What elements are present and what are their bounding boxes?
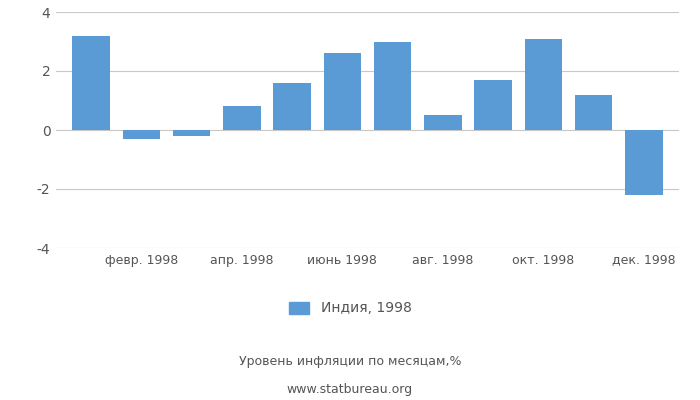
Bar [173, 130, 211, 136]
Bar [273, 83, 311, 130]
Bar [72, 36, 110, 130]
Bar [323, 53, 361, 130]
Bar [374, 42, 412, 130]
Bar [524, 38, 562, 130]
Bar [475, 80, 512, 130]
Bar [424, 115, 462, 130]
Bar [575, 95, 612, 130]
Legend: Индия, 1998: Индия, 1998 [283, 296, 417, 321]
Bar [223, 106, 260, 130]
Bar [625, 130, 663, 195]
Text: Уровень инфляции по месяцам,%: Уровень инфляции по месяцам,% [239, 355, 461, 368]
Bar [122, 130, 160, 139]
Text: www.statbureau.org: www.statbureau.org [287, 383, 413, 396]
